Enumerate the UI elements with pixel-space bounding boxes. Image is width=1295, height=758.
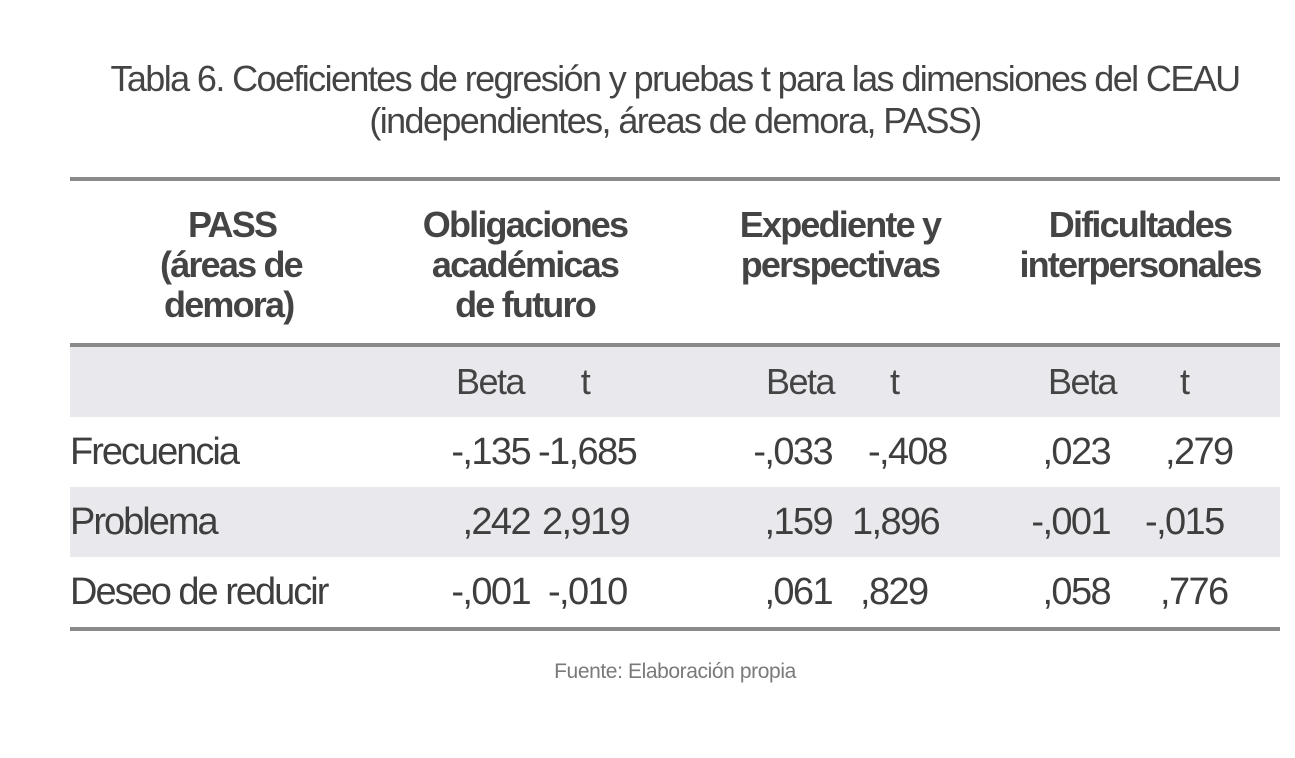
subheader-t-1: t xyxy=(530,343,640,417)
row-label: Deseo de reducir xyxy=(70,557,410,631)
header-dificultades: Dificultades interpersonales xyxy=(1019,204,1262,285)
cell-value: ,023 xyxy=(1042,430,1111,473)
subheader-row: Beta t Beta t Beta t xyxy=(70,343,1281,417)
cell-value: -,015 xyxy=(1140,487,1281,557)
cell-value: -,001 xyxy=(410,557,532,631)
header-obligaciones: Obligaciones académicas de futuro xyxy=(422,204,629,325)
cell-value: -,135 xyxy=(451,430,531,473)
table-row: Deseo de reducir -,001 -,010 ,061 ,829 ,… xyxy=(70,557,1281,631)
caption-line-2: (independientes, áreas de demora, PASS) xyxy=(369,100,982,141)
cell-value: ,159 xyxy=(640,487,850,557)
cell-value: ,242 xyxy=(410,487,532,557)
row-label: Frecuencia xyxy=(70,430,240,473)
row-label: Problema xyxy=(70,487,410,557)
table-row: Problema ,242 2,919 ,159 1,896 -,001 -,0… xyxy=(70,487,1281,557)
cell-value: ,058 xyxy=(980,557,1141,631)
regression-table-container: PASS (áreas de demora) Obligaciones acad… xyxy=(70,177,1281,631)
cell-value: -1,685 xyxy=(538,430,638,473)
cell-value: -,001 xyxy=(980,487,1141,557)
caption-line-1: Tabla 6. Coeficientes de regresión y pru… xyxy=(110,58,1241,99)
table-caption: Tabla 6. Coeficientes de regresión y pru… xyxy=(60,58,1290,142)
table-row: Frecuencia -,135 -1,685 -,033 -,408 ,023… xyxy=(70,417,1280,487)
cell-value: -,408 xyxy=(868,430,948,473)
subheader-t-2: t xyxy=(850,343,981,417)
cell-value: 1,896 xyxy=(850,487,981,557)
subheader-t-3: t xyxy=(1140,343,1281,417)
header-expediente: Expediente y perspectivas xyxy=(739,204,942,285)
cell-value: -,033 xyxy=(753,430,833,473)
regression-table: PASS (áreas de demora) Obligaciones acad… xyxy=(70,177,1281,631)
cell-value: -,010 xyxy=(530,557,640,631)
source-note: Fuente: Elaboración propia xyxy=(554,660,796,683)
header-row: PASS (áreas de demora) Obligaciones acad… xyxy=(70,179,1281,345)
cell-value: ,061 xyxy=(640,557,850,631)
subheader-beta-3: Beta xyxy=(980,343,1141,417)
subheader-beta-1: Beta xyxy=(410,343,530,417)
cell-value: 2,919 xyxy=(530,487,640,557)
header-pass: PASS (áreas de demora) xyxy=(160,204,304,325)
cell-value: ,829 xyxy=(850,557,981,631)
cell-value: ,279 xyxy=(1165,430,1234,473)
subheader-beta-2: Beta xyxy=(640,343,850,417)
cell-value: ,776 xyxy=(1140,557,1281,631)
subheader-empty xyxy=(70,343,410,417)
